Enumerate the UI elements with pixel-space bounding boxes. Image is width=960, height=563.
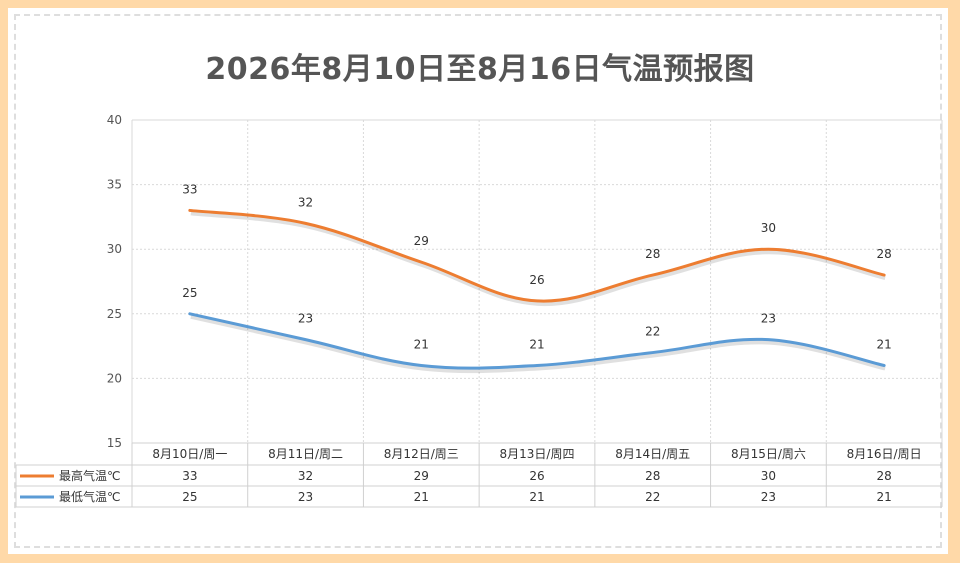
table-cell-value: 22 [645, 490, 660, 504]
data-label: 23 [298, 312, 313, 326]
data-label: 26 [529, 273, 544, 287]
table-cell-value: 32 [298, 469, 313, 483]
x-category-label: 8月12日/周三 [384, 447, 459, 461]
data-label: 21 [414, 337, 429, 351]
x-category-label: 8月11日/周二 [268, 447, 343, 461]
table-cell-value: 21 [877, 490, 892, 504]
chart-frame [8, 8, 948, 554]
series-line-shadow [190, 211, 886, 307]
data-label: 25 [182, 286, 197, 300]
table-cell-value: 25 [182, 490, 197, 504]
data-label: 22 [645, 325, 660, 339]
y-tick-label: 25 [107, 307, 122, 321]
table-cell-value: 33 [182, 469, 197, 483]
chart-title: 2026年8月10日至8月16日气温预报图 [205, 52, 755, 87]
y-tick-label: 20 [107, 371, 122, 385]
table-cell-value: 28 [645, 469, 660, 483]
y-tick-label: 30 [107, 242, 122, 256]
series-line-low [188, 312, 886, 370]
table-cell-value: 21 [414, 490, 429, 504]
x-category-label: 8月16日/周日 [847, 447, 922, 461]
data-label: 28 [877, 247, 892, 261]
data-label: 32 [298, 195, 313, 209]
table-cell-value: 29 [414, 469, 429, 483]
table-cell-value: 21 [529, 490, 544, 504]
dashed-border [14, 14, 942, 548]
table-cell-value: 26 [529, 469, 544, 483]
legend-label: 最高气温℃ [59, 468, 120, 483]
data-label: 29 [414, 234, 429, 248]
x-category-label: 8月14日/周五 [615, 447, 690, 461]
series-line-high [188, 208, 886, 303]
table-cell-value: 23 [761, 490, 776, 504]
data-label: 28 [645, 247, 660, 261]
data-label: 33 [182, 182, 197, 196]
data-label: 30 [761, 221, 776, 235]
y-tick-label: 35 [107, 178, 122, 192]
table-cell-value: 28 [877, 469, 892, 483]
data-label: 21 [877, 337, 892, 351]
data-label: 23 [761, 312, 776, 326]
x-category-label: 8月15日/周六 [731, 447, 806, 461]
y-tick-label: 40 [107, 113, 122, 127]
x-category-label: 8月10日/周一 [152, 447, 227, 461]
data-label: 21 [529, 337, 544, 351]
y-tick-label: 15 [107, 436, 122, 450]
table-cell-value: 23 [298, 490, 313, 504]
series-line-shadow [190, 314, 886, 374]
legend-label: 最低气温℃ [59, 489, 120, 504]
table-cell-value: 30 [761, 469, 776, 483]
x-category-label: 8月13日/周四 [500, 447, 575, 461]
